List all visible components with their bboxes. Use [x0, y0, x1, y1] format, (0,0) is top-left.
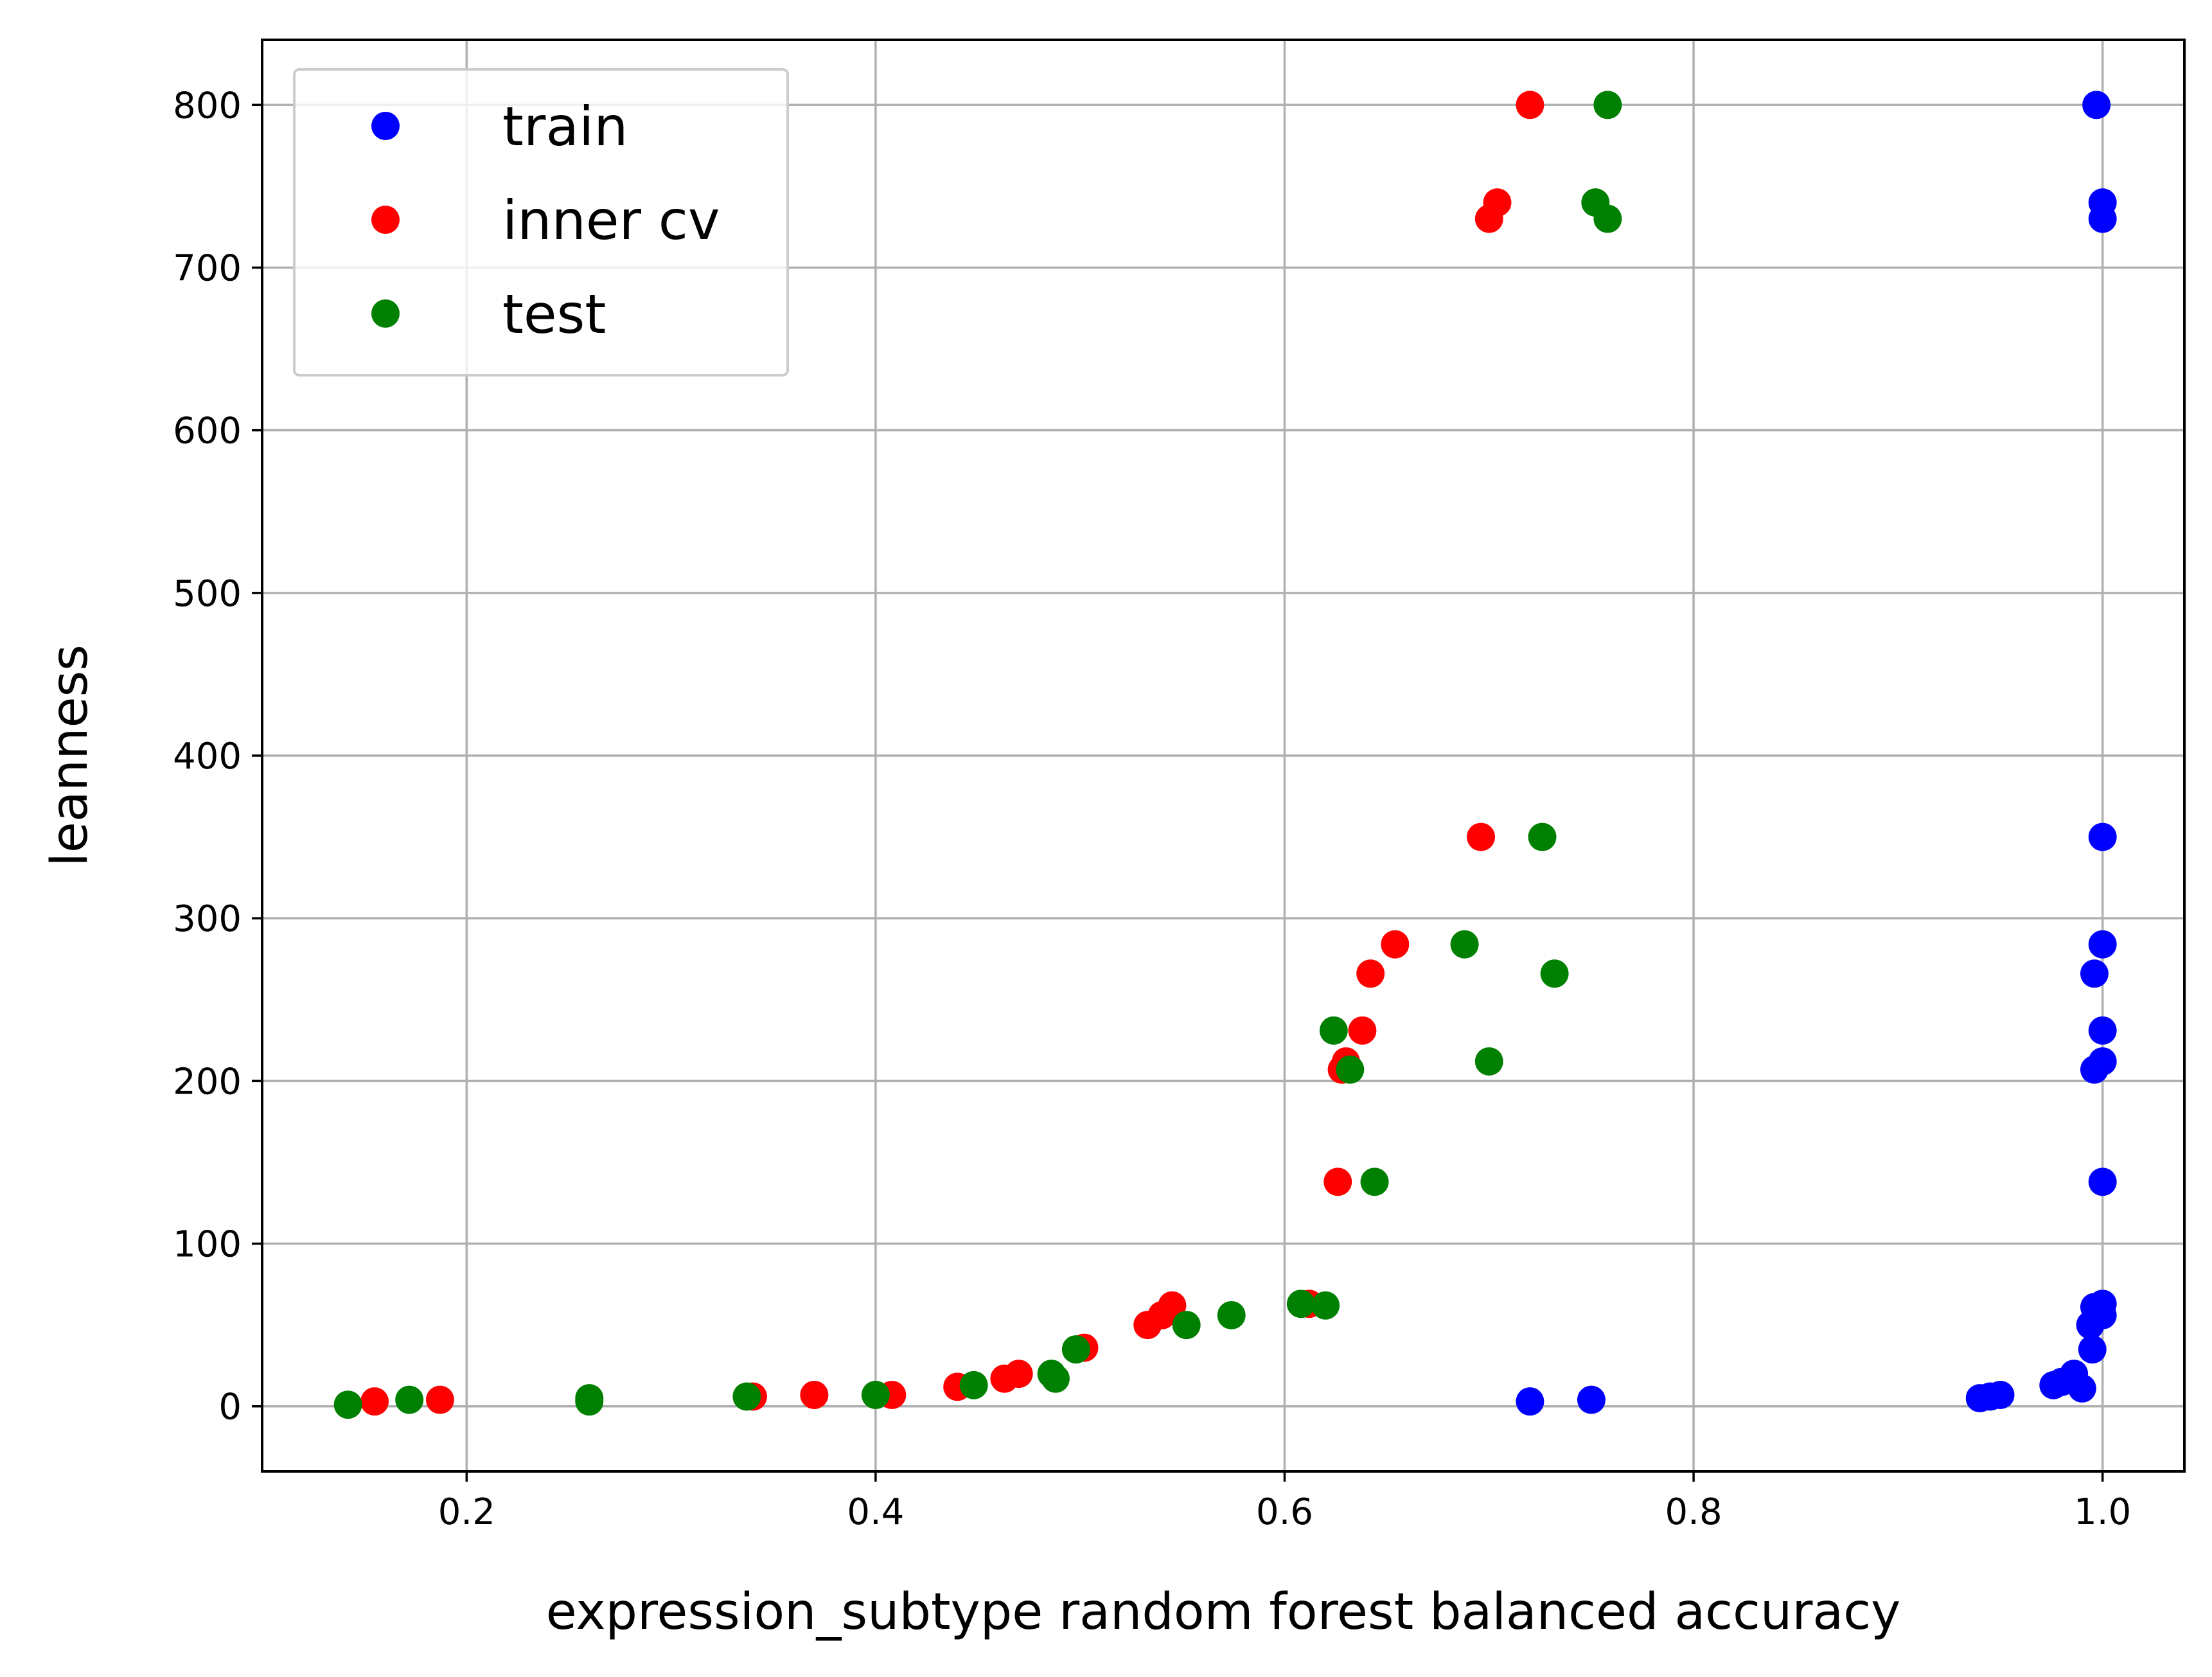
y-tick-label: 400	[173, 736, 242, 777]
x-axis-ticks: 0.2 0.4 0.6 0.8 1.0	[438, 1471, 2131, 1533]
data-point	[1474, 204, 1503, 233]
data-point	[1348, 1016, 1377, 1045]
legend: train inner cv test	[293, 68, 789, 377]
data-point	[1516, 1387, 1544, 1416]
data-point	[800, 1381, 829, 1410]
data-point	[1593, 91, 1622, 120]
data-point	[1286, 1290, 1315, 1318]
data-point	[395, 1385, 424, 1414]
y-tick-label: 200	[173, 1061, 242, 1103]
y-tick-label: 0	[218, 1387, 242, 1428]
y-tick-label: 500	[173, 573, 242, 615]
data-point	[1540, 959, 1569, 988]
data-points	[333, 91, 2117, 1419]
data-point	[2088, 204, 2117, 233]
data-point	[1965, 1384, 1994, 1413]
y-tick-label: 600	[173, 411, 242, 452]
x-tick-label: 1.0	[2074, 1491, 2131, 1533]
data-point	[1311, 1291, 1340, 1320]
x-tick-label: 0.6	[1256, 1491, 1313, 1533]
data-point	[360, 1387, 389, 1416]
data-point	[2082, 91, 2111, 120]
y-tick-label: 100	[173, 1224, 242, 1266]
data-point	[1381, 930, 1410, 959]
data-point	[1577, 1385, 1606, 1414]
series-train	[1516, 91, 2117, 1416]
y-tick-label: 300	[173, 898, 242, 940]
data-point	[2039, 1371, 2068, 1399]
legend-marker	[371, 299, 400, 328]
y-axis-ticks: 0 100 200 300 400 500 600 700 800	[173, 85, 262, 1428]
data-point	[732, 1382, 761, 1411]
data-point	[2088, 930, 2117, 959]
legend-frame	[293, 68, 789, 377]
data-point	[1217, 1300, 1246, 1329]
data-point	[1474, 1047, 1503, 1076]
grid-lines	[262, 40, 2184, 1471]
data-point	[2088, 822, 2117, 851]
data-point	[1450, 930, 1479, 959]
data-point	[1133, 1311, 1162, 1340]
legend-label: test	[502, 283, 606, 346]
series-test	[333, 91, 1622, 1419]
legend-marker	[371, 206, 400, 234]
x-tick-label: 0.8	[1665, 1491, 1722, 1533]
data-point	[1041, 1364, 1070, 1393]
data-point	[2067, 1374, 2096, 1403]
data-point	[2088, 1016, 2117, 1045]
data-point	[1593, 204, 1622, 233]
data-point	[2080, 1055, 2109, 1084]
data-point	[2076, 1311, 2105, 1340]
data-point	[1467, 822, 1496, 851]
data-point	[575, 1387, 604, 1416]
data-point	[2088, 1167, 2117, 1196]
data-point	[861, 1381, 890, 1410]
x-tick-label: 0.4	[847, 1491, 904, 1533]
data-point	[1336, 1055, 1365, 1084]
legend-marker	[371, 112, 400, 140]
y-tick-label: 700	[173, 247, 242, 289]
y-axis-label: leanness	[41, 644, 99, 867]
data-point	[333, 1390, 362, 1419]
data-point	[1172, 1311, 1201, 1340]
data-point	[959, 1371, 988, 1399]
data-point	[1516, 91, 1544, 120]
data-point	[1360, 1167, 1389, 1196]
data-point	[1319, 1016, 1348, 1045]
data-point	[1061, 1335, 1090, 1364]
data-point	[1528, 822, 1557, 851]
legend-label: train	[502, 95, 628, 158]
legend-label: inner cv	[502, 189, 720, 252]
x-tick-label: 0.2	[438, 1491, 495, 1533]
data-point	[425, 1385, 454, 1414]
y-tick-label: 800	[173, 85, 242, 127]
data-point	[1356, 959, 1385, 988]
data-point	[2080, 959, 2109, 988]
data-point	[2078, 1335, 2107, 1364]
x-axis-label: expression_subtype random forest balance…	[546, 1583, 1901, 1641]
data-point	[1323, 1167, 1352, 1196]
data-point	[990, 1364, 1019, 1393]
